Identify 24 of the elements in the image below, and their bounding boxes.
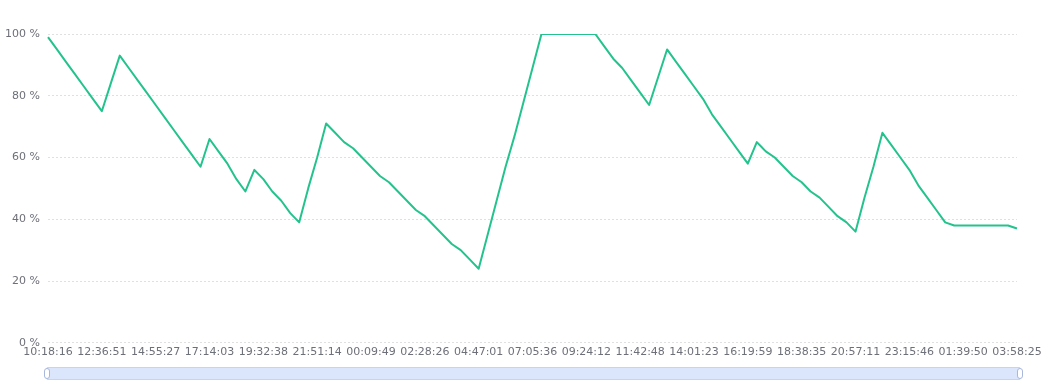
x-tick-label: 14:01:23 — [669, 345, 719, 359]
y-tick-label: 100 % — [5, 26, 40, 40]
x-tick-label: 12:36:51 — [77, 345, 127, 359]
x-tick-label: 23:15:46 — [884, 345, 935, 359]
y-tick-label: 80 % — [12, 88, 40, 102]
x-tick-label: 18:38:35 — [776, 345, 827, 359]
x-tick-label: 01:39:50 — [938, 345, 988, 359]
y-tick-label: 20 % — [12, 273, 40, 287]
x-tick-label: 19:32:38 — [238, 345, 289, 359]
x-tick-label: 20:57:11 — [830, 345, 881, 359]
x-tick-label: 07:05:36 — [507, 345, 558, 359]
x-tick-label: 04:47:01 — [453, 345, 504, 359]
x-tick-label: 10:18:16 — [23, 345, 73, 359]
x-tick-label: 17:14:03 — [184, 345, 235, 359]
y-tick-label: 60 % — [12, 150, 40, 164]
x-tick-label: 16:19:59 — [723, 345, 773, 359]
x-tick-label: 11:42:48 — [615, 345, 665, 359]
x-tick-label: 02:28:26 — [400, 345, 450, 359]
x-tick-label: 00:09:49 — [346, 345, 396, 359]
x-tick-label: 21:51:14 — [292, 345, 342, 359]
x-tick-label: 14:55:27 — [130, 345, 181, 359]
y-tick-label: 40 % — [12, 212, 40, 226]
x-tick-label: 09:24:12 — [561, 345, 612, 359]
x-tick-label: 03:58:25 — [992, 345, 1042, 359]
